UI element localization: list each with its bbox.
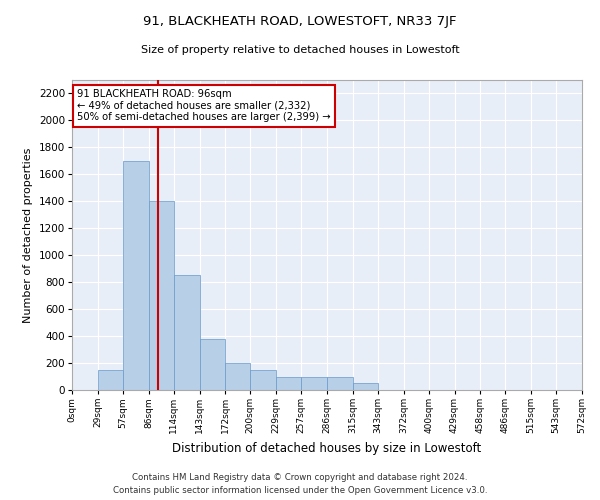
Bar — [327, 376, 353, 390]
Bar — [353, 384, 378, 390]
Bar — [250, 370, 276, 390]
Bar — [199, 339, 226, 390]
Text: Size of property relative to detached houses in Lowestoft: Size of property relative to detached ho… — [140, 45, 460, 55]
Bar — [301, 376, 327, 390]
Text: Contains HM Land Registry data © Crown copyright and database right 2024.: Contains HM Land Registry data © Crown c… — [132, 474, 468, 482]
Bar — [149, 202, 173, 390]
Bar — [173, 276, 199, 390]
Bar — [123, 161, 149, 390]
Text: Contains public sector information licensed under the Open Government Licence v3: Contains public sector information licen… — [113, 486, 487, 495]
X-axis label: Distribution of detached houses by size in Lowestoft: Distribution of detached houses by size … — [172, 442, 482, 454]
Bar — [276, 376, 301, 390]
Y-axis label: Number of detached properties: Number of detached properties — [23, 148, 33, 322]
Text: 91, BLACKHEATH ROAD, LOWESTOFT, NR33 7JF: 91, BLACKHEATH ROAD, LOWESTOFT, NR33 7JF — [143, 15, 457, 28]
Bar — [226, 363, 250, 390]
Text: 91 BLACKHEATH ROAD: 96sqm
← 49% of detached houses are smaller (2,332)
50% of se: 91 BLACKHEATH ROAD: 96sqm ← 49% of detac… — [77, 90, 331, 122]
Bar — [98, 370, 123, 390]
